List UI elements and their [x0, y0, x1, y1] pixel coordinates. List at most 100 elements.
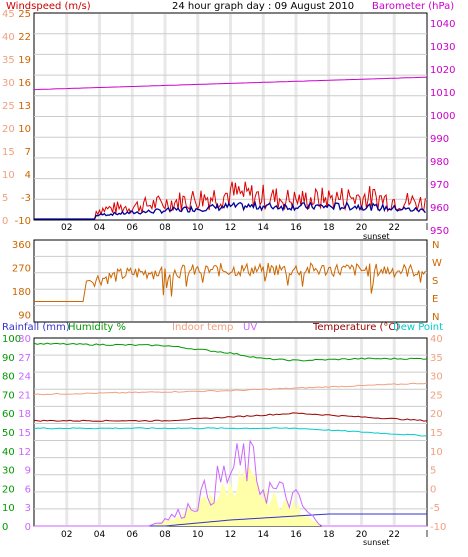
- tick-label-left-outer: 5: [2, 193, 8, 204]
- tick-label-right-baro: 980: [430, 157, 449, 168]
- tick-label-left-outer: 35: [2, 55, 15, 66]
- tick-label-compass: E: [432, 294, 438, 305]
- tick-label-x-top: 20: [356, 223, 368, 233]
- tick-label-rain: 0: [25, 522, 31, 533]
- tick-label-rain: 24: [18, 372, 31, 383]
- tick-label-left-outer: 45: [2, 9, 15, 20]
- tick-label-compass: W: [432, 258, 442, 269]
- tick-label-rain: 6: [25, 484, 31, 495]
- series-line-temperature: [33, 412, 428, 422]
- grid-lines: [34, 14, 427, 525]
- tick-label-left-outer: 0: [2, 216, 8, 227]
- tick-label-humidity: 100: [2, 334, 21, 345]
- sunset-label-bottom: sunset: [363, 538, 390, 547]
- tick-label-left-inner: -3: [21, 193, 31, 204]
- tick-label-right-baro: 990: [430, 134, 449, 145]
- tick-label-temperature: 30: [430, 372, 443, 383]
- tick-label-x-bottom: 02: [61, 530, 72, 540]
- tick-label-humidity: 70: [2, 390, 15, 401]
- solar-area: [148, 465, 321, 526]
- tick-label-left-inner: 19: [18, 55, 31, 66]
- tick-label-right-baro: 960: [430, 203, 449, 214]
- tick-label-humidity: 20: [2, 484, 15, 495]
- tick-label-humidity: 60: [2, 409, 15, 420]
- tick-label-temperature: 25: [430, 390, 443, 401]
- tick-label-x-bottom: 08: [159, 530, 171, 540]
- uv-label: UV: [243, 322, 257, 333]
- rainfall-label: Rainfall (mm): [2, 322, 70, 333]
- tick-label-left-inner: -10: [15, 216, 31, 227]
- tick-label-x-bottom: 20: [356, 530, 368, 540]
- tick-label-x-top: 18: [323, 223, 335, 233]
- series-line-indoor-temp: [33, 382, 428, 396]
- tick-label-x-bottom: 04: [94, 530, 106, 540]
- tick-label-temperature: 10: [430, 447, 443, 458]
- tick-label-x-bottom: 06: [127, 530, 139, 540]
- tick-label-x-top: 14: [258, 223, 270, 233]
- wind-direction-line: [34, 262, 426, 302]
- tick-label-x-top: 08: [159, 223, 171, 233]
- tick-label-left-outer: 25: [2, 101, 15, 112]
- tick-label-temperature: 35: [430, 353, 443, 364]
- tick-label-rain: 21: [18, 390, 31, 401]
- tick-label-x-bottom: 10: [192, 530, 204, 540]
- tick-label-x-top: 10: [192, 223, 204, 233]
- tick-label-x-bottom: l: [426, 530, 429, 540]
- tick-label-x-top: 16: [290, 223, 302, 233]
- tick-label-x-top: l: [426, 223, 429, 233]
- tick-label-left-inner: 10: [18, 124, 31, 135]
- tick-label-left-outer: 40: [2, 32, 15, 43]
- tick-label-temperature: -5: [430, 503, 440, 514]
- dewpoint-label: Dew Point: [393, 322, 443, 333]
- tick-label-compass: N: [432, 312, 439, 323]
- tick-label-compass: N: [432, 240, 439, 251]
- series-layer: [33, 76, 428, 527]
- tick-label-x-top: 22: [389, 223, 400, 233]
- tick-label-x-bottom: 22: [389, 530, 400, 540]
- tick-label-left-inner: 4: [25, 170, 31, 181]
- tick-label-rain: 27: [18, 353, 31, 364]
- tick-label-x-top: 06: [127, 223, 139, 233]
- sunset-label-top: sunset: [363, 232, 390, 241]
- tick-label-left-outer: 30: [2, 78, 15, 89]
- tick-label-left-outer: 15: [2, 147, 15, 158]
- tick-label-direction: 90: [18, 311, 31, 322]
- tick-label-x-top: 02: [61, 223, 72, 233]
- tick-label-temperature: 0: [430, 484, 436, 495]
- tick-label-x-bottom: 12: [225, 530, 236, 540]
- tick-label-x-bottom: 16: [290, 530, 302, 540]
- tick-label-rain: 18: [18, 409, 31, 420]
- tick-label-x-bottom: 18: [323, 530, 335, 540]
- tick-label-left-inner: 13: [18, 101, 31, 112]
- tick-label-humidity: 0: [2, 522, 8, 533]
- tick-label-temperature: 40: [430, 334, 443, 345]
- series-line-uv: [34, 439, 427, 527]
- tick-label-rain: 15: [18, 428, 31, 439]
- tick-label-compass: S: [432, 276, 438, 287]
- tick-label-humidity: 40: [2, 447, 15, 458]
- tick-label-temperature: 15: [430, 428, 443, 439]
- barometer-label: Barometer (hPa): [372, 1, 454, 12]
- tick-label-humidity: 50: [2, 428, 15, 439]
- tick-label-left-inner: 22: [18, 32, 31, 43]
- tick-label-right-baro: 1010: [430, 88, 455, 99]
- humidity-label: Humidity %: [68, 322, 126, 333]
- tick-label-temperature: 5: [430, 466, 436, 477]
- tick-label-humidity: 30: [2, 466, 15, 477]
- tick-label-right-baro: 970: [430, 180, 449, 191]
- tick-label-temperature: 20: [430, 409, 443, 420]
- windspeed-label: Windspeed (m/s): [6, 1, 91, 12]
- tick-label-left-inner: 25: [18, 9, 31, 20]
- tick-label-humidity: 90: [2, 353, 15, 364]
- gust-line: [34, 181, 426, 220]
- temperature-label: Temperature (°C): [312, 322, 399, 333]
- tick-label-rain: 9: [25, 466, 31, 477]
- tick-label-x-top: 12: [225, 223, 236, 233]
- tick-label-right-baro: 1020: [430, 65, 455, 76]
- tick-label-humidity: 10: [2, 503, 15, 514]
- tick-label-x-top: 04: [94, 223, 106, 233]
- tick-label-direction: 270: [12, 264, 31, 275]
- tick-label-right-baro: 950: [430, 226, 449, 237]
- tick-label-rain: 30: [18, 334, 31, 345]
- tick-label-left-outer: 20: [2, 124, 15, 135]
